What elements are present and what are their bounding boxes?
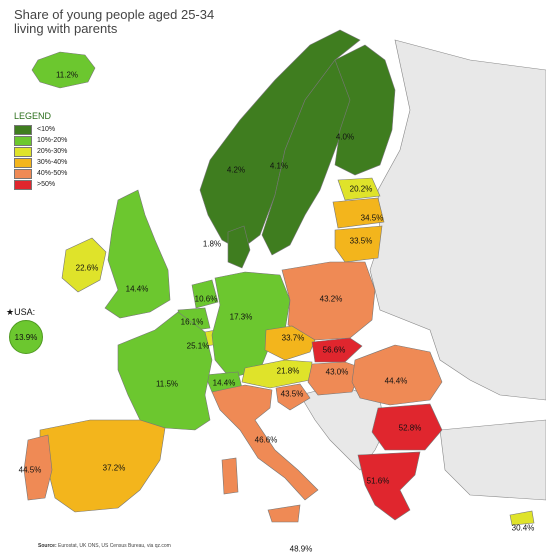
label-bulgaria: 52.8% [398, 423, 422, 433]
label-ireland: 22.6% [75, 263, 99, 273]
source-text: Eurostat, UK ONS, US Census Bureau, via … [58, 543, 171, 549]
map-title: Share of young people aged 25-34 living … [14, 8, 214, 36]
label-norway: 4.2% [226, 165, 246, 175]
country-cyprus [509, 510, 535, 526]
label-sweden: 4.1% [269, 161, 289, 171]
country-russia-belarus-ukraine [369, 39, 546, 401]
country-lithuania [334, 225, 383, 263]
label-romania: 44.4% [384, 376, 408, 386]
label-finland: 4.0% [335, 132, 355, 142]
legend-swatch [14, 124, 32, 135]
country-slovakia [311, 337, 363, 363]
legend-label: 20%-30% [37, 148, 68, 155]
label-portugal: 44.5% [18, 465, 42, 475]
label-hungary: 43.0% [325, 367, 349, 377]
legend-label: 40%-50% [37, 170, 68, 177]
legend-item: >50% [14, 179, 67, 190]
country-slovenia [275, 383, 311, 411]
legend-item: 10%-20% [14, 135, 67, 146]
country-uk [104, 189, 171, 319]
legend-swatch [14, 146, 32, 157]
country-bulgaria [371, 403, 443, 451]
legend-item: 20%-30% [14, 146, 67, 157]
map-title-line2: living with parents [14, 21, 118, 36]
country-france [117, 311, 213, 431]
country-denmark [227, 225, 251, 269]
legend-swatch [14, 157, 32, 168]
legend-item: 40%-50% [14, 168, 67, 179]
legend-item: 30%-40% [14, 157, 67, 168]
legend-swatch [14, 179, 32, 190]
label-slovakia: 56.6% [322, 345, 346, 355]
legend-label: >50% [37, 181, 56, 188]
country-italy [211, 384, 319, 501]
label-malta: 48.9% [289, 544, 313, 554]
legend-label: <10% [37, 126, 56, 133]
label-iceland: 11.2% [55, 70, 79, 80]
usa-label: ★USA: [6, 307, 36, 317]
country-italy-sardinia [221, 457, 239, 495]
usa-value: 13.9% [14, 332, 38, 342]
country-latvia [332, 197, 385, 229]
map-title-line1: Share of young people aged 25-34 [14, 7, 215, 22]
country-greece [357, 451, 421, 521]
label-denmark: 1.8% [202, 239, 222, 249]
label-greece: 51.6% [366, 476, 390, 486]
label-france: 11.5% [155, 379, 179, 389]
label-estonia: 20.2% [349, 184, 373, 194]
country-estonia [337, 177, 381, 201]
country-czechia [264, 325, 316, 361]
country-hungary [307, 361, 363, 396]
label-lithuania: 33.5% [349, 236, 373, 246]
label-belgium: 16.1% [180, 317, 204, 327]
label-poland: 43.2% [319, 294, 343, 304]
country-romania [351, 344, 443, 406]
label-switzerland: 14.4% [212, 378, 236, 388]
label-luxembourg: 25.1% [186, 341, 210, 351]
legend-item: <10% [14, 124, 67, 135]
label-italy: 46.6% [254, 435, 278, 445]
country-netherlands [191, 279, 219, 309]
legend-title: LEGEND [14, 111, 52, 121]
usa-value-circle: 13.9% [9, 320, 43, 354]
label-uk: 14.4% [125, 284, 149, 294]
legend-label: 30%-40% [37, 159, 68, 166]
legend-swatch [14, 168, 32, 179]
country-turkey [439, 419, 546, 501]
country-germany [211, 271, 291, 379]
label-slovenia: 43.5% [280, 389, 304, 399]
label-latvia: 34.5% [360, 213, 384, 223]
country-finland [334, 44, 396, 176]
label-cyprus: 30.4% [511, 523, 535, 533]
country-italy-sicily [267, 504, 301, 523]
legend-swatch [14, 135, 32, 146]
country-poland [281, 261, 376, 341]
country-iceland [31, 51, 96, 89]
source-note: Source: Eurostat, UK ONS, US Census Bure… [38, 543, 171, 549]
country-ireland [61, 237, 107, 293]
label-austria: 21.8% [276, 366, 300, 376]
label-spain: 37.2% [102, 463, 126, 473]
legend: LEGEND <10% 10%-20% 20%-30% 30%-40% 40%-… [14, 111, 67, 190]
label-germany: 17.3% [229, 312, 253, 322]
source-prefix: Source: [38, 543, 57, 549]
country-portugal [23, 434, 53, 501]
label-netherlands: 10.6% [194, 294, 218, 304]
legend-label: 10%-20% [37, 137, 68, 144]
label-czechia: 33.7% [281, 333, 305, 343]
